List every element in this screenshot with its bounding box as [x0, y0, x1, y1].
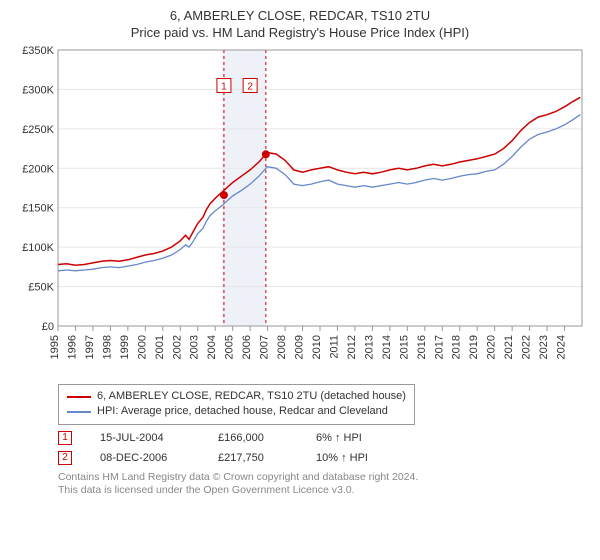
x-axis-tick-label: 2023	[538, 335, 550, 359]
x-axis-tick-label: 1995	[49, 335, 61, 359]
x-axis-tick-label: 2019	[468, 335, 480, 359]
y-axis-tick-label: £150K	[22, 203, 54, 215]
sale-hpi: 6% ↑ HPI	[316, 432, 396, 444]
chart-subtitle: Price paid vs. HM Land Registry's House …	[12, 25, 588, 40]
y-axis-tick-label: £200K	[22, 163, 54, 175]
sale-date: 15-JUL-2004	[100, 432, 190, 444]
x-axis-tick-label: 2012	[346, 335, 358, 359]
sale-row: 1 15-JUL-2004 £166,000 6% ↑ HPI	[58, 431, 588, 445]
plot-area: £0 £50K £100K £150K £200K £250K £300K £350K 1995…	[12, 46, 588, 376]
x-axis-tick-label: 2017	[433, 335, 445, 359]
x-axis-tick-label: 2007	[259, 335, 271, 359]
sale-hpi: 10% ↑ HPI	[316, 452, 396, 464]
x-axis-tick-label: 1997	[84, 335, 96, 359]
y-axis-tick-label: £300K	[22, 84, 54, 96]
x-axis-tick-label: 2015	[398, 335, 410, 359]
x-axis-tick-label: 2020	[486, 335, 498, 359]
plot-border	[58, 50, 582, 326]
sale-marker-badge: 1	[58, 431, 72, 445]
x-axis-tick-label: 1999	[119, 335, 131, 359]
footer-note: Contains HM Land Registry data © Crown c…	[58, 471, 588, 498]
x-axis-tick-label: 2011	[328, 335, 340, 359]
x-axis-tick-label: 2021	[503, 335, 515, 359]
x-axis-tick-label: 2018	[451, 335, 463, 359]
footer-line-1: Contains HM Land Registry data © Crown c…	[58, 471, 588, 485]
legend-item: 6, AMBERLEY CLOSE, REDCAR, TS10 2TU (det…	[67, 389, 406, 404]
x-axis-tick-label: 2004	[206, 335, 218, 359]
legend-label: 6, AMBERLEY CLOSE, REDCAR, TS10 2TU (det…	[97, 389, 406, 404]
x-axis-tick-label: 2022	[521, 335, 533, 359]
x-axis-tick-label: 2006	[241, 335, 253, 359]
x-axis-tick-label: 2009	[294, 335, 306, 359]
line-chart-svg: £0 £50K £100K £150K £200K £250K £300K £350K 1995…	[12, 46, 588, 376]
legend-swatch	[67, 411, 91, 413]
legend-item: HPI: Average price, detached house, Redc…	[67, 404, 406, 419]
x-axis-tick-label: 1996	[66, 335, 78, 359]
chart-container: 6, AMBERLEY CLOSE, REDCAR, TS10 2TU Pric…	[0, 0, 600, 504]
sale-price: £166,000	[218, 432, 288, 444]
x-axis-tick-label: 2016	[416, 335, 428, 359]
y-axis-tick-label: £100K	[22, 242, 54, 254]
sale-marker-dot	[220, 191, 228, 199]
legend-label: HPI: Average price, detached house, Redc…	[97, 404, 388, 419]
legend-swatch	[67, 396, 91, 398]
x-axis-tick-label: 2013	[363, 335, 375, 359]
sale-marker-dot	[262, 150, 270, 158]
x-axis-tick-label: 2001	[154, 335, 166, 359]
x-axis-tick-label: 2008	[276, 335, 288, 359]
y-axis-tick-label: £250K	[22, 124, 54, 136]
x-axis-tick-label: 1998	[101, 335, 113, 359]
sale-marker-badge: 2	[58, 451, 72, 465]
y-axis-tick-label: £0	[42, 321, 54, 333]
x-axis-tick-label: 2005	[224, 335, 236, 359]
footer-line-2: This data is licensed under the Open Gov…	[58, 484, 588, 498]
sale-date: 08-DEC-2006	[100, 452, 190, 464]
chart-title: 6, AMBERLEY CLOSE, REDCAR, TS10 2TU	[12, 8, 588, 23]
sale-row: 2 08-DEC-2006 £217,750 10% ↑ HPI	[58, 451, 588, 465]
sales-table: 1 15-JUL-2004 £166,000 6% ↑ HPI 2 08-DEC-2006…	[58, 431, 588, 465]
x-axis-tick-label: 2002	[171, 335, 183, 359]
sale-price: £217,750	[218, 452, 288, 464]
legend: 6, AMBERLEY CLOSE, REDCAR, TS10 2TU (det…	[58, 384, 415, 425]
x-axis-tick-label: 2010	[311, 335, 323, 359]
sale-marker-id: 2	[247, 81, 253, 92]
x-axis-tick-label: 2000	[136, 335, 148, 359]
sale-marker-id: 1	[221, 81, 227, 92]
x-axis-tick-label: 2014	[381, 335, 393, 359]
y-axis-tick-label: £350K	[22, 46, 54, 57]
x-axis-tick-label: 2003	[189, 335, 201, 359]
y-axis-tick-label: £50K	[28, 282, 54, 294]
x-axis-tick-label: 2024	[556, 335, 568, 359]
